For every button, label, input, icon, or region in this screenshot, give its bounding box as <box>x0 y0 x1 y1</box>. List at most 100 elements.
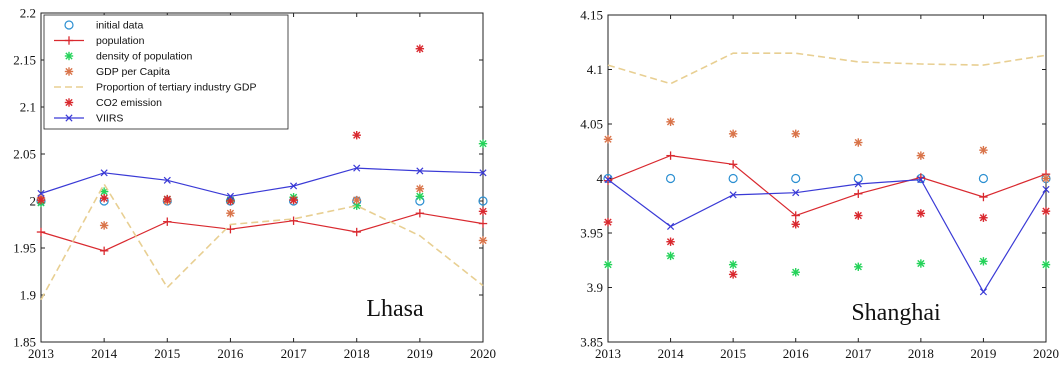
y-tick-label: 3.85 <box>580 335 603 350</box>
data-point-population <box>415 209 425 218</box>
series-line-viirs <box>40 167 484 197</box>
legend-item: initial data <box>64 20 143 32</box>
x-tick-label: 2013 <box>595 346 621 361</box>
data-point-viirs <box>163 176 171 184</box>
data-point-viirs <box>289 182 298 190</box>
x-tick-label: 2016 <box>217 346 244 361</box>
data-point-viirs <box>604 176 612 184</box>
legend-swatch-marker <box>64 20 74 30</box>
y-tick-label: 4.05 <box>580 117 603 132</box>
data-point-population <box>352 227 361 237</box>
legend: initial data population density of populat… <box>43 14 289 130</box>
data-point-gdp-per-capita <box>1041 174 1051 183</box>
y-tick-label: 4.1 <box>587 62 603 77</box>
data-point-gdp-per-capita <box>603 135 613 144</box>
data-point-viirs <box>479 169 487 177</box>
data-point-population <box>289 216 298 225</box>
x-tick-label: 2019 <box>970 346 996 361</box>
data-point-population <box>163 217 172 226</box>
city-label: Lhasa <box>366 296 424 322</box>
series-proportion-of-tertiary-industry-gdp <box>607 52 1047 85</box>
x-tick-label: 2018 <box>344 346 370 361</box>
series-co2-emission <box>36 44 488 216</box>
legend-swatch-marker <box>64 67 74 76</box>
data-point-viirs <box>666 222 675 231</box>
data-point-co2-emission <box>854 211 863 220</box>
data-point-density-of-population <box>1041 260 1051 269</box>
data-point-gdp-per-capita <box>916 151 926 160</box>
data-point-gdp-per-capita <box>854 138 863 147</box>
y-tick-label: 2.05 <box>13 147 36 162</box>
y-tick-label: 2.2 <box>20 6 36 21</box>
y-tick-label: 2.1 <box>20 100 36 115</box>
data-point-viirs <box>729 191 737 199</box>
legend-label: CO2 emission <box>96 97 162 109</box>
data-point-density-of-population <box>728 260 738 269</box>
data-point-population <box>36 227 46 237</box>
data-point-co2-emission <box>979 213 988 222</box>
data-point-co2-emission <box>916 209 926 218</box>
y-tick-label: 1.95 <box>13 241 36 256</box>
data-point-density-of-population <box>478 139 488 148</box>
x-tick-label: 2016 <box>783 346 810 361</box>
y-tick-label: 2 <box>30 194 37 209</box>
series-density-of-population <box>603 251 1051 277</box>
series-line-proportion-of-tertiary-industry-gdp <box>40 182 484 301</box>
series-co2-emission <box>603 207 1051 279</box>
y-tick-label: 3.9 <box>587 280 603 295</box>
data-point-density-of-population <box>854 262 863 271</box>
data-point-co2-emission <box>415 44 425 53</box>
data-point-co2-emission <box>728 270 738 279</box>
data-point-density-of-population <box>415 192 425 201</box>
data-point-gdp-per-capita <box>728 129 738 139</box>
series-population <box>36 209 488 256</box>
x-tick-label: 2015 <box>154 346 180 361</box>
data-point-population <box>99 246 109 256</box>
y-tick-label: 1.9 <box>20 288 36 303</box>
data-point-gdp-per-capita <box>415 184 425 193</box>
x-tick-label: 2014 <box>658 346 685 361</box>
x-tick-label: 2017 <box>281 346 308 361</box>
data-point-population <box>979 192 988 202</box>
data-point-density-of-population <box>603 260 613 269</box>
legend-box <box>43 14 289 130</box>
y-tick-label: 3.95 <box>580 226 603 241</box>
data-point-population <box>791 211 800 220</box>
data-point-population <box>603 176 613 185</box>
data-point-initial-data <box>978 173 989 184</box>
legend-label: initial data <box>96 20 143 32</box>
series-viirs <box>604 176 1050 296</box>
legend-label: Proportion of tertiary industry GDP <box>96 82 256 94</box>
data-point-density-of-population <box>979 257 988 266</box>
data-point-co2-emission <box>352 131 361 140</box>
data-point-viirs <box>416 167 424 175</box>
series-line-proportion-of-tertiary-industry-gdp <box>607 52 1047 85</box>
plot-frame <box>40 12 484 343</box>
data-point-initial-data <box>728 173 738 184</box>
data-point-viirs <box>854 180 862 188</box>
y-tick-label: 1.85 <box>13 335 36 350</box>
series-proportion-of-tertiary-industry-gdp <box>40 182 484 301</box>
data-point-co2-emission <box>603 217 613 227</box>
data-point-viirs <box>226 192 235 200</box>
x-tick-label: 2020 <box>1033 346 1059 361</box>
data-point-population <box>478 219 488 228</box>
data-point-co2-emission <box>1041 207 1051 216</box>
data-point-initial-data <box>478 196 488 206</box>
chart-shanghai: 3.85 3.9 3.95 4 4.05 4.1 4.15 2013 2014 2015 2016 2… <box>580 8 1059 362</box>
legend-label: VIIRS <box>96 113 123 125</box>
x-tick-label: 2017 <box>845 346 872 361</box>
legend-label: population <box>96 35 145 47</box>
data-point-gdp-per-capita <box>478 236 488 245</box>
data-point-population <box>854 189 863 198</box>
plot-frame <box>607 14 1047 343</box>
legend-item: CO2 emission <box>64 97 162 109</box>
legend-swatch-marker <box>64 36 74 45</box>
legend-item: VIIRS <box>54 113 123 125</box>
data-point-gdp-per-capita <box>99 221 109 230</box>
series-gdp-per-capita <box>603 117 1051 183</box>
data-point-co2-emission <box>791 220 800 229</box>
data-point-viirs <box>979 288 988 296</box>
data-point-viirs <box>917 176 925 184</box>
